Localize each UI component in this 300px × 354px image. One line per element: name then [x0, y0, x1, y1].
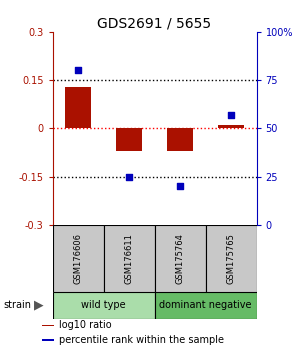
Text: percentile rank within the sample: percentile rank within the sample — [59, 335, 224, 345]
Bar — [154, 292, 256, 319]
Bar — [116, 128, 142, 151]
Text: GSM176606: GSM176606 — [74, 233, 82, 284]
Text: wild type: wild type — [81, 300, 126, 310]
Point — [127, 174, 131, 179]
Bar — [167, 128, 193, 151]
Bar — [52, 225, 104, 292]
Bar — [103, 225, 154, 292]
Bar — [65, 86, 91, 128]
Title: GDS2691 / 5655: GDS2691 / 5655 — [98, 17, 212, 31]
Text: GSM175764: GSM175764 — [176, 233, 184, 284]
Point — [76, 68, 80, 73]
Bar — [218, 125, 244, 128]
Point — [229, 112, 233, 118]
Bar — [42, 339, 54, 341]
Text: dominant negative: dominant negative — [159, 300, 252, 310]
Text: log10 ratio: log10 ratio — [59, 320, 112, 330]
Text: GSM175765: GSM175765 — [226, 233, 236, 284]
Text: strain: strain — [3, 300, 31, 310]
Bar — [42, 325, 54, 326]
Bar — [154, 225, 206, 292]
Bar — [206, 225, 256, 292]
Text: GSM176611: GSM176611 — [124, 233, 134, 284]
Text: ▶: ▶ — [34, 299, 44, 312]
Bar — [52, 292, 154, 319]
Point — [178, 183, 182, 189]
